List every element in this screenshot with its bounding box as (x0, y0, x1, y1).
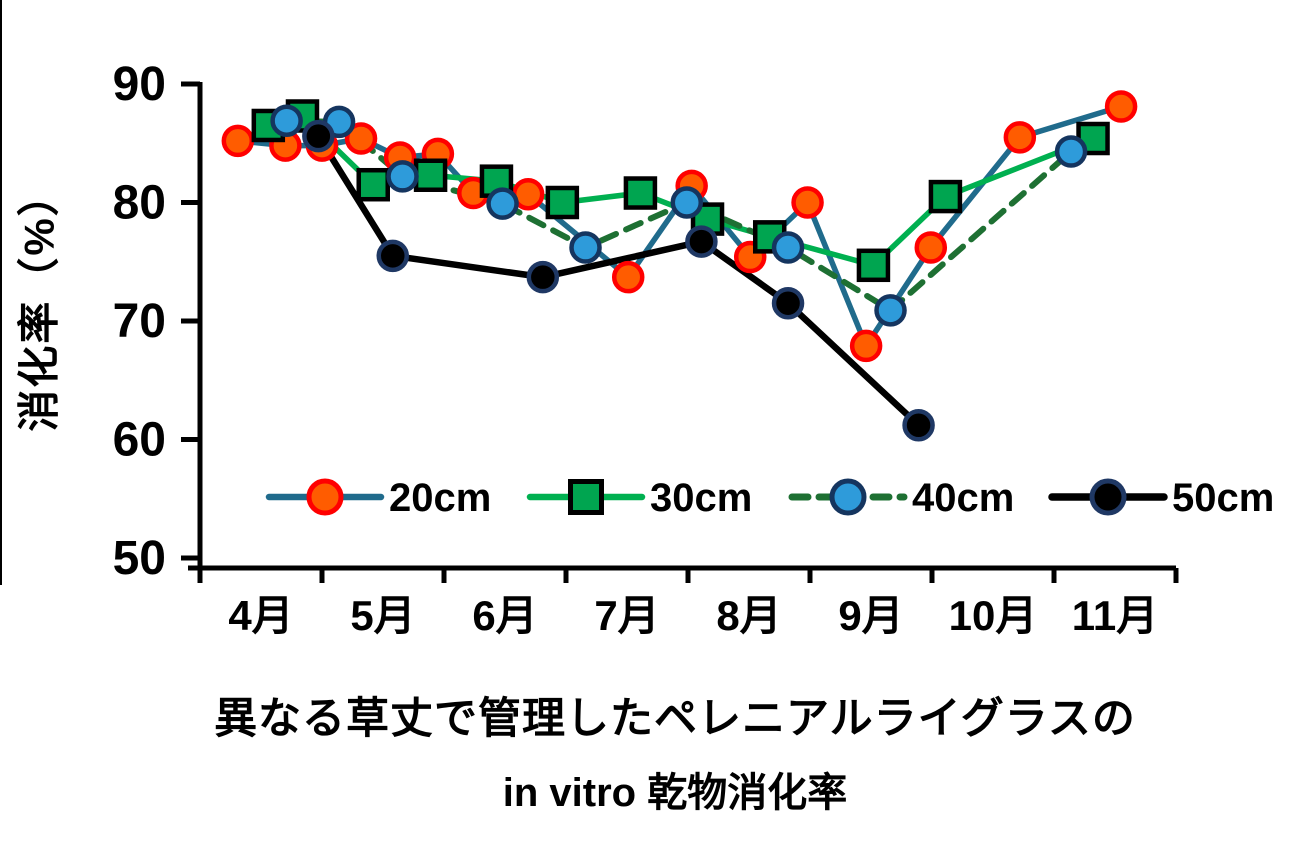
marker-40cm-3 (486, 187, 519, 220)
legend: 20cm 30cm 40cm 50cm (265, 476, 1274, 520)
y-axis: 90 80 70 60 50 (113, 58, 203, 585)
marker-20cm-14 (1003, 121, 1037, 154)
x-axis: 4月 5月 6月 7月 8月 9月 10月 11月 (188, 565, 1179, 639)
marker-30cm-9 (856, 248, 891, 283)
marker-40cm-2 (386, 160, 419, 193)
legend-item-30cm: 30cm (526, 476, 752, 520)
x-tick-label-10月: 10月 (949, 592, 1038, 639)
marker-40cm-7 (874, 294, 907, 327)
marker-20cm-13 (914, 231, 948, 264)
x-tick-label-5月: 5月 (350, 592, 415, 639)
legend-label-30cm: 30cm (650, 476, 752, 520)
series-markers-20cm (221, 90, 1138, 363)
x-tick-label-4月: 4月 (228, 592, 293, 639)
series-markers-50cm (302, 119, 935, 442)
legend-marker-30cm (568, 479, 604, 515)
legend-marker-40cm (829, 478, 867, 516)
marker-30cm-5 (545, 185, 580, 220)
caption-line-1: 異なる草丈で管理したペレニアルライグラスの (214, 695, 1136, 743)
line-50cm (315, 132, 922, 429)
marker-40cm-5 (670, 186, 704, 219)
legend-label-50cm: 50cm (1172, 476, 1274, 520)
legend-marker-20cm (306, 478, 344, 516)
y-tick-label-50: 50 (113, 532, 166, 585)
marker-30cm-3 (413, 158, 448, 192)
marker-20cm-8 (611, 260, 645, 294)
marker-50cm-1 (376, 239, 410, 273)
series-line-50cm (315, 132, 922, 429)
left-edge-artifact (0, 0, 2, 585)
y-tick-label-80: 80 (113, 177, 166, 230)
x-tick-label-11月: 11月 (1072, 592, 1158, 639)
marker-20cm-0 (221, 124, 255, 158)
marker-20cm-3 (344, 122, 378, 155)
legend-label-20cm: 20cm (389, 476, 491, 520)
marker-20cm-11 (791, 186, 824, 219)
legend-item-20cm: 20cm (265, 476, 491, 520)
x-tick-label-7月: 7月 (594, 592, 659, 639)
marker-40cm-0 (270, 104, 303, 137)
marker-50cm-4 (771, 286, 805, 320)
legend-item-50cm: 50cm (1048, 476, 1274, 520)
y-tick-label-90: 90 (113, 58, 166, 111)
x-tick-label-8月: 8月 (716, 592, 781, 639)
legend-item-40cm: 40cm (788, 476, 1014, 520)
marker-20cm-12 (849, 329, 883, 363)
marker-30cm-10 (928, 179, 963, 214)
marker-50cm-3 (685, 225, 718, 258)
marker-30cm-6 (623, 176, 658, 210)
legend-marker-50cm (1089, 478, 1127, 516)
marker-40cm-8 (1054, 135, 1088, 168)
marker-50cm-2 (526, 260, 560, 294)
marker-30cm-2 (356, 167, 390, 202)
marker-50cm-5 (902, 409, 935, 442)
marker-50cm-0 (302, 119, 335, 153)
series-markers-40cm (270, 104, 1088, 327)
x-tick-label-9月: 9月 (838, 592, 903, 639)
marker-40cm-4 (569, 231, 602, 264)
marker-20cm-15 (1104, 90, 1138, 123)
y-tick-label-70: 70 (113, 295, 166, 348)
legend-label-40cm: 40cm (912, 476, 1014, 520)
caption-line-2: in vitro 乾物消化率 (502, 771, 848, 815)
x-tick-label-6月: 6月 (472, 592, 537, 639)
y-tick-label-60: 60 (113, 414, 166, 467)
marker-40cm-6 (771, 231, 805, 264)
